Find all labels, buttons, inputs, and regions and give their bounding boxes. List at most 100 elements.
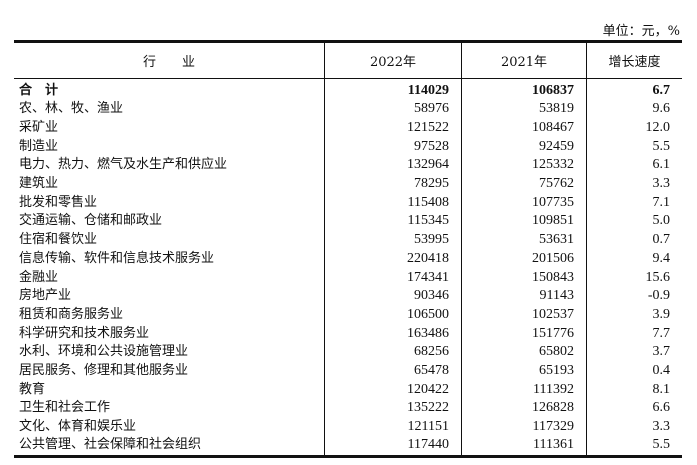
table-row: 水利、环境和公共设施管理业 68256 65802 3.7 [14,342,682,362]
value-2022-cell: 65478 [324,361,462,381]
value-2021-cell: 92459 [461,137,587,157]
value-2022-cell: 68256 [324,342,462,362]
value-2022-cell: 132964 [324,156,462,175]
value-2022-cell: 97528 [324,137,462,157]
table-row: 金融业 174341 150843 15.6 [14,268,682,287]
growth-cell: 15.6 [586,268,682,287]
value-2021-cell: 150843 [461,268,587,287]
value-2021-cell: 108467 [461,118,587,138]
industry-cell: 公共管理、社会保障和社会组织 [14,436,325,459]
industry-cell: 水利、环境和公共设施管理业 [19,344,189,360]
value-2021-cell: 65802 [461,342,587,362]
industry-cell: 住宿和餐饮业 [19,232,98,248]
industry-cell: 农、林、牧、渔业 [19,101,124,117]
growth-cell: 9.4 [586,249,682,269]
value-2021-cell: 53631 [461,230,587,250]
value-2021-cell: 91143 [461,286,587,306]
value-2022-cell: 117440 [324,436,462,459]
value-2022-cell: 114029 [324,78,462,100]
value-2021-cell: 126828 [461,399,587,418]
industry-cell: 制造业 [19,138,59,154]
value-2022-cell: 115345 [324,212,462,231]
growth-cell: 6.1 [586,156,682,175]
industry-cell: 卫生和社会工作 [19,400,111,416]
value-2021-cell: 201506 [461,249,587,269]
value-2022-cell: 135222 [324,399,462,418]
total-row: 合 计 114029 106837 6.7 [14,78,682,100]
industry-cell: 交通运输、仓储和邮政业 [19,213,163,229]
industry-cell: 采矿业 [19,120,59,136]
growth-cell: 6.7 [586,78,682,100]
industry-cell: 金融业 [19,269,59,285]
table-row: 农、林、牧、渔业 58976 53819 9.6 [14,100,682,119]
value-2022-cell: 115408 [324,193,462,213]
table-row: 制造业 97528 92459 5.5 [14,137,682,157]
table-row: 公共管理、社会保障和社会组织 117440 111361 5.5 [14,436,682,459]
value-2021-cell: 107735 [461,193,587,213]
industry-cell: 房地产业 [19,288,72,304]
value-2022-cell: 53995 [324,230,462,250]
growth-cell: 0.4 [586,361,682,381]
table-row: 批发和零售业 115408 107735 7.1 [14,193,682,213]
value-2022-cell: 174341 [324,268,462,287]
growth-cell: 6.6 [586,399,682,418]
value-2021-cell: 125332 [461,156,587,175]
table-row: 采矿业 121522 108467 12.0 [14,118,682,138]
value-2022-cell: 58976 [324,100,462,119]
header-2022: 2022年 [324,40,462,79]
value-2021-cell: 117329 [461,417,587,437]
industry-cell: 电力、热力、燃气及水生产和供应业 [19,157,228,173]
value-2021-cell: 75762 [461,174,587,194]
industry-cell: 租赁和商务服务业 [19,306,124,322]
growth-cell: 3.7 [586,342,682,362]
value-2021-cell: 53819 [461,100,587,119]
table-row: 电力、热力、燃气及水生产和供应业 132964 125332 6.1 [14,156,682,175]
table-row: 租赁和商务服务业 106500 102537 3.9 [14,305,682,325]
value-2022-cell: 106500 [324,305,462,325]
table-row: 信息传输、软件和信息技术服务业 220418 201506 9.4 [14,249,682,269]
table-row: 科学研究和技术服务业 163486 151776 7.7 [14,324,682,343]
growth-cell: 3.3 [586,174,682,194]
industry-cell: 合 计 [19,83,59,98]
value-2022-cell: 121151 [324,417,462,437]
industry-cell: 文化、体育和娱乐业 [19,419,137,435]
value-2021-cell: 65193 [461,361,587,381]
table-row: 卫生和社会工作 135222 126828 6.6 [14,399,682,418]
header-row: 行 业 2022年 2021年 增长速度 [14,40,682,79]
industry-cell: 建筑业 [19,176,59,192]
value-2021-cell: 102537 [461,305,587,325]
growth-cell: 8.1 [586,380,682,399]
table-row: 交通运输、仓储和邮政业 115345 109851 5.0 [14,212,682,231]
growth-cell: 7.1 [586,193,682,213]
table-row: 居民服务、修理和其他服务业 65478 65193 0.4 [14,361,682,381]
growth-cell: 3.9 [586,305,682,325]
value-2021-cell: 111392 [461,380,587,399]
growth-cell: 3.3 [586,417,682,437]
value-2021-cell: 151776 [461,324,587,343]
value-2021-cell: 111361 [461,436,587,459]
industry-cell: 科学研究和技术服务业 [19,325,150,341]
growth-cell: 12.0 [586,118,682,138]
growth-cell: 9.6 [586,100,682,119]
value-2022-cell: 78295 [324,174,462,194]
growth-cell: -0.9 [586,286,682,306]
value-2022-cell: 121522 [324,118,462,138]
table-row: 教育 120422 111392 8.1 [14,380,682,399]
growth-cell: 7.7 [586,324,682,343]
table-row: 住宿和餐饮业 53995 53631 0.7 [14,230,682,250]
growth-cell: 0.7 [586,230,682,250]
growth-cell: 5.5 [586,137,682,157]
industry-cell: 教育 [19,381,46,397]
table-row: 房地产业 90346 91143 -0.9 [14,286,682,306]
header-2021: 2021年 [461,40,587,79]
header-growth: 增长速度 [586,40,682,79]
value-2022-cell: 220418 [324,249,462,269]
value-2021-cell: 109851 [461,212,587,231]
industry-cell: 信息传输、软件和信息技术服务业 [19,250,215,266]
growth-cell: 5.5 [586,436,682,459]
value-2022-cell: 90346 [324,286,462,306]
table-row: 建筑业 78295 75762 3.3 [14,174,682,194]
wage-table: 行 业 2022年 2021年 增长速度 合 计 114029 106837 6.7 农… [14,40,682,459]
value-2022-cell: 163486 [324,324,462,343]
industry-cell: 居民服务、修理和其他服务业 [19,362,189,378]
